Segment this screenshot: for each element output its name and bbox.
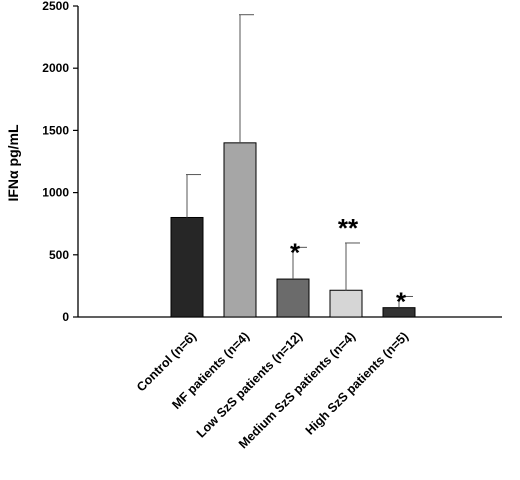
y-tick-label: 500 [49,248,69,262]
bar [223,142,257,318]
y-tick-label: 2000 [42,61,69,75]
y-tick-label: 1500 [42,123,69,137]
bar [329,289,363,318]
y-tick-label: 2500 [42,0,69,13]
bars: **** [170,14,416,318]
y-axis-label: IFNα pg/mL [5,124,21,201]
axes [77,6,502,318]
y-tick-label: 0 [62,310,69,324]
bar [170,216,204,318]
significance-marker: * [290,237,301,267]
x-tick-labels: Control (n=6)MF patients (n=4)Low SzS pa… [134,329,411,451]
bar [276,278,310,318]
y-ticks: 0 500 1000 1500 2000 2500 [42,0,78,324]
x-tick-label: Low SzS patients (n=12) [194,329,305,440]
significance-marker: ** [338,213,359,243]
x-tick-label: High SzS patients (n=5) [303,329,411,437]
y-tick-label: 1000 [42,186,69,200]
significance-marker: * [396,286,407,316]
